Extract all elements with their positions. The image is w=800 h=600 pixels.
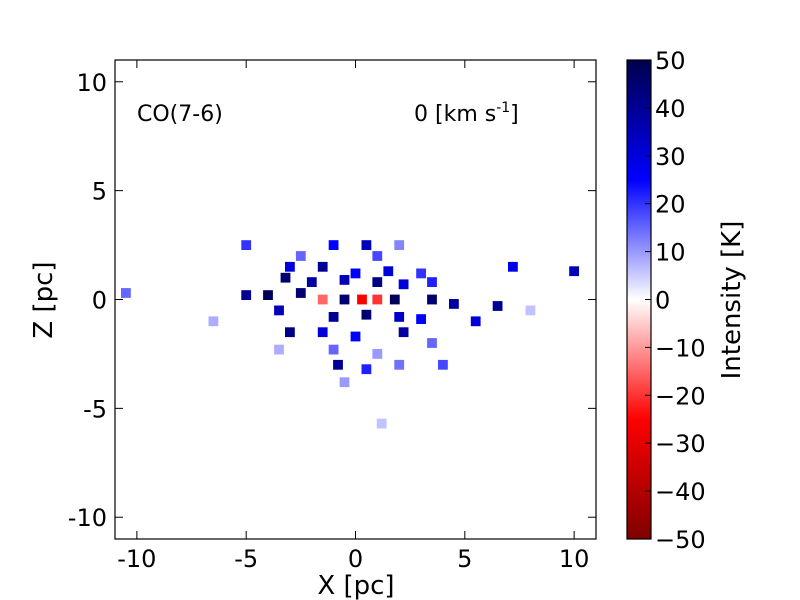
x-tick-label: 5: [457, 545, 472, 573]
heatmap-cell: [241, 290, 252, 300]
heatmap-cell: [285, 327, 295, 338]
heatmap-cell: [569, 266, 579, 277]
heatmap-cell: [398, 327, 409, 338]
heatmap-cell: [295, 251, 306, 261]
colorbar-tick-label: −50: [655, 526, 706, 554]
heatmap-cell: [508, 261, 518, 272]
heatmap-cell: [328, 240, 339, 250]
y-axis-label: Z [pc]: [29, 261, 59, 338]
x-axis: -10 -5 0 5 10: [117, 60, 589, 573]
heatmap-cell: [328, 312, 339, 322]
colorbar-tick-label: 0: [655, 287, 670, 315]
heatmap-cell: [317, 261, 328, 272]
heatmap-cell: [427, 294, 437, 305]
heatmap-cell: [357, 294, 367, 305]
y-tick-label: 0: [92, 287, 107, 315]
heatmap-cell: [383, 266, 394, 277]
heatmap-cell: [372, 294, 383, 305]
heatmap-cell: [339, 275, 350, 285]
colorbar-ticks: 50 40 30 20 10 0 −10 −20 −30 −40 −50: [645, 47, 706, 554]
heatmap-cell: [285, 261, 295, 272]
y-tick-label: -5: [83, 395, 107, 423]
heatmap-cell: [317, 327, 328, 338]
colorbar-tick-label: 30: [655, 143, 686, 171]
heatmap-cell: [263, 290, 273, 300]
heatmap-cell: [492, 301, 503, 311]
colorbar-tick-label: 40: [655, 95, 686, 123]
y-axis: -10 -5 0 5 10: [68, 69, 596, 532]
heatmap-cell: [394, 240, 405, 250]
heatmap-cell: [416, 314, 426, 324]
colorbar-tick-label: −10: [655, 334, 706, 362]
heatmap-cell: [350, 331, 361, 342]
heatmap-cell: [470, 316, 481, 327]
heatmap-cell: [372, 349, 383, 359]
heatmap-cell: [280, 272, 291, 283]
heatmap-cell: [333, 359, 343, 370]
heatmap-cell: [361, 309, 372, 320]
colorbar-tick-label: −30: [655, 430, 706, 458]
colorbar-tick-label: 10: [655, 239, 686, 267]
heatmap-cell: [394, 312, 405, 322]
x-tick-label: 10: [559, 545, 590, 573]
heatmap-cell: [394, 359, 405, 370]
heatmap-cell: [372, 277, 383, 287]
heatmap-cell: [372, 251, 383, 261]
y-tick-label: 5: [92, 178, 107, 206]
plot-frame: [114, 59, 597, 540]
heatmap-cell: [350, 268, 361, 279]
heatmap-cell: [241, 240, 252, 250]
colorbar-tick-label: 20: [655, 191, 686, 219]
x-tick-label: -10: [117, 545, 156, 573]
heatmap-cell: [274, 305, 284, 316]
heatmap-cell: [438, 359, 448, 370]
heatmap-cell: [361, 240, 372, 250]
heatmap-cell: [339, 377, 350, 388]
heatmap-cell: [427, 277, 437, 287]
heatmap-cell: [306, 277, 317, 287]
heatmap-cell: [416, 268, 426, 279]
velocity-label: 0 [km s-1]: [414, 100, 519, 127]
heatmap-cell: [295, 288, 306, 298]
x-tick-label: -5: [234, 545, 258, 573]
x-tick-label: 0: [348, 545, 363, 573]
colorbar-tick-label: −20: [655, 382, 706, 410]
heatmap-cell: [328, 344, 339, 355]
colorbar-tick-label: 50: [655, 47, 686, 75]
colorbar-label: Intensity [K]: [717, 221, 747, 380]
heatmap-cell: [427, 338, 437, 348]
heatmap-cell: [525, 305, 536, 316]
heatmap-cell: [121, 288, 131, 298]
y-tick-label: 10: [76, 69, 107, 97]
y-tick-label: -10: [68, 504, 107, 532]
colorbar-tick-label: −40: [655, 478, 706, 506]
heatmap-cell: [376, 418, 387, 429]
plot-area: -10 -5 0 5 10 -10 -5 0 5 10: [68, 59, 597, 573]
species-label: CO(7-6): [137, 102, 223, 127]
heatmap-cell: [339, 294, 350, 305]
x-axis-label: X [pc]: [317, 571, 394, 600]
heatmap-cell: [389, 294, 400, 305]
heatmap-cell: [398, 279, 409, 290]
heatmap-cell: [449, 299, 459, 309]
colorbar: 50 40 30 20 10 0 −10 −20 −30 −40 −50 Intensity [K]: [626, 47, 747, 554]
heatmap-cell: [274, 344, 284, 355]
heatmap-cell: [361, 364, 372, 375]
heatmap-cell: [317, 294, 328, 305]
heatmap-cells: [121, 240, 579, 429]
heatmap-cell: [208, 316, 219, 327]
